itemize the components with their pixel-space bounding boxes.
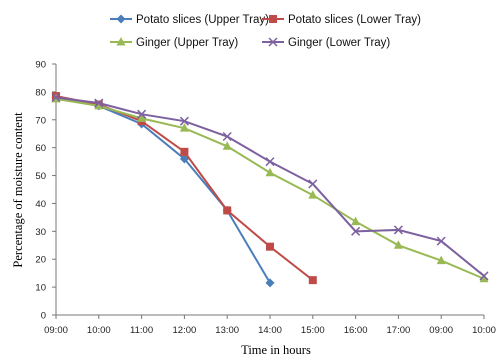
y-tick-label: 50 (35, 171, 46, 182)
x-tick-label: 14:00 (258, 325, 282, 336)
legend-label: Potato slices (Lower Tray) (288, 14, 421, 26)
legend-marker (116, 37, 126, 46)
series-3-point (137, 113, 147, 122)
series-4-point (265, 157, 275, 167)
plot-area (51, 92, 489, 288)
series-3-line (55, 97, 485, 280)
x-tick-label: 11:00 (130, 325, 153, 336)
y-tick-label: 60 (35, 143, 46, 154)
y-tick-label: 30 (35, 227, 46, 238)
x-tick-label: 09:00 (429, 325, 453, 336)
x-tick-label: 13:00 (215, 325, 239, 336)
series-4-point (479, 271, 489, 281)
series-2-point (308, 276, 317, 285)
x-tick-label: 09:00 (44, 325, 68, 336)
series-4-point (137, 109, 147, 119)
y-axis-title: Percentage of moisture content (11, 112, 25, 268)
axes: 0 10 20 30 40 50 60 70 80 90 09:00 10:00 11:00 12:00 1… (35, 60, 495, 337)
legend-label: Potato slices (Upper Tray) (136, 14, 269, 26)
legend-marker (268, 37, 278, 47)
series-3-point (393, 240, 403, 249)
y-tick-label: 90 (35, 60, 46, 71)
series-4-point (351, 226, 361, 236)
series-2-point (223, 206, 232, 215)
series-4-point (393, 225, 403, 235)
legend-marker (116, 14, 126, 24)
legend-item-2: Potato slices (Lower Tray) (262, 14, 421, 26)
x-tick-label: 15:00 (301, 325, 325, 336)
y-tick-label: 0 (41, 311, 46, 322)
y-tick-label: 80 (35, 87, 46, 98)
series-3-point (308, 190, 318, 199)
series-2-point (266, 242, 274, 251)
legend-marker (269, 15, 277, 23)
series-3-point (179, 123, 189, 132)
legend-item-1: Potato slices (Upper Tray) (110, 14, 269, 26)
series-3 (51, 93, 489, 283)
series-1-line (55, 96, 271, 284)
y-tick-label: 20 (35, 255, 46, 266)
series-4-point (222, 131, 232, 142)
x-tick-label: 10:00 (472, 325, 496, 336)
series-4-point (51, 92, 61, 102)
legend-label: Ginger (Upper Tray) (136, 37, 238, 49)
x-tick-label: 12:00 (173, 325, 197, 336)
series-3-point (436, 255, 446, 265)
series-4-point (308, 179, 318, 189)
legend: Potato slices (Upper Tray) Potato slices … (110, 14, 421, 49)
legend-label: Ginger (Lower Tray) (288, 37, 390, 49)
x-tick-label: 16:00 (344, 325, 368, 336)
series-1-point (265, 278, 275, 288)
series-3-point (265, 167, 275, 177)
series-4 (51, 92, 489, 281)
series-3-point (479, 273, 489, 283)
series-4-point (94, 98, 104, 108)
series-1 (51, 92, 275, 288)
y-tick-label: 70 (35, 115, 46, 126)
legend-item-3: Ginger (Upper Tray) (110, 37, 238, 49)
y-tick-label: 10 (35, 283, 46, 294)
y-tick-label: 40 (35, 199, 46, 210)
series-2-point (180, 147, 189, 156)
x-axis-title: Time in hours (241, 343, 311, 357)
x-tick-label: 17:00 (387, 325, 411, 336)
series-3-point (222, 141, 232, 150)
series-4-point (179, 116, 189, 126)
series-3-point (351, 216, 361, 226)
legend-item-4: Ginger (Lower Tray) (262, 37, 390, 49)
series-3-point (94, 100, 104, 110)
series-4-point (436, 236, 446, 246)
x-tick-label: 10:00 (87, 325, 111, 336)
